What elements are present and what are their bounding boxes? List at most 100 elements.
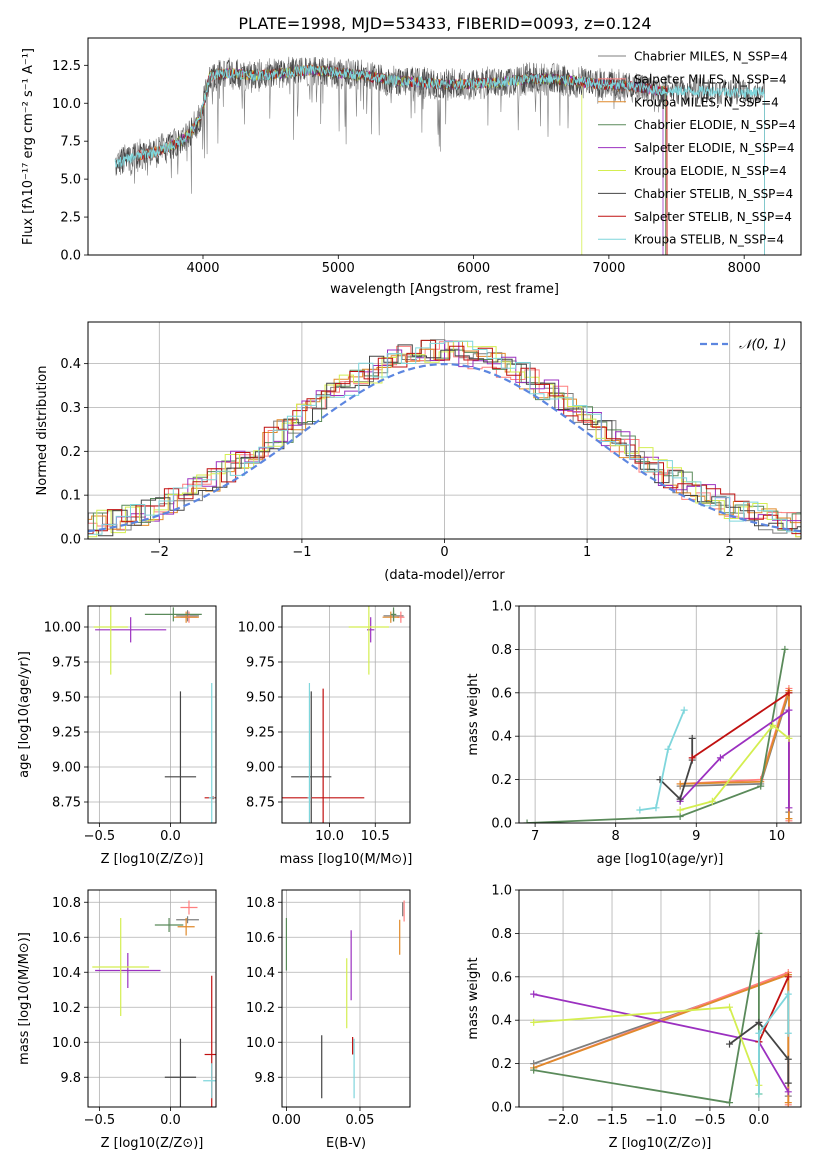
spectrum-ytick-label: 0.0: [60, 249, 81, 264]
x-axis-label: Z [log10(Z/Z⊙)]: [101, 1136, 204, 1151]
weight-series-line: [679, 708, 790, 808]
z_vs_age-ytick-label: 9.75: [52, 656, 81, 671]
residuals-plot: −2 −1 0 1 2 0.0 0.1 0.2 0.3 0.4 (data-model)/error…: [35, 321, 802, 583]
z_vs_mass-grid: [88, 890, 216, 1107]
x-axis-label: age [log10(age/yr)]: [597, 852, 724, 867]
weight-series-point: [676, 806, 684, 814]
spectrum-xtick-label: 8000: [728, 261, 761, 276]
mass_vs_age-frame: [281, 605, 411, 824]
weight-series-line: [533, 933, 760, 1104]
legend-entry: 𝒩(0, 1): [739, 338, 786, 353]
residuals-frame: [87, 321, 802, 540]
z_vs_age-ytick-label: 10.00: [44, 621, 81, 636]
mass_vs_age-ytick-label: 9.25: [246, 726, 275, 741]
figure-title: PLATE=1998, MJD=53433, FIBERID=0093, z=0…: [238, 14, 651, 33]
legend-entry: Kroupa MILES, N_SSP=4: [634, 95, 779, 109]
mass_vs_age-plot: 10.0 10.5 8.75 9.00 9.25 9.50 9.75 10.00 mass [l…: [238, 605, 412, 867]
legend-entry: Salpeter MILES, N_SSP=4: [634, 72, 787, 86]
plots-layer: 4000 5000 6000 7000 80000.02.55.07.510.012.5…: [17, 37, 802, 1151]
y-axis-label: mass weight: [466, 957, 481, 1039]
z_vs_age-ytick-label: 8.75: [52, 796, 81, 811]
legend-entry: Salpeter STELIB, N_SSP=4: [634, 210, 792, 224]
weight-series-point: [784, 990, 792, 998]
weight-series-point: [726, 1040, 734, 1048]
residuals-ytick-label: 0.0: [60, 533, 81, 548]
histogram-series: [88, 340, 801, 535]
y-axis-label: mass [log10(M/M⊙)]: [17, 932, 32, 1065]
spectrum-ytick-label: 2.5: [60, 211, 81, 226]
mass_vs_age-marks: [282, 606, 405, 823]
z_vs_age-plot: −0.5 0.0 8.75 9.00 9.25 9.50 9.75 10.00 Z [log10…: [17, 605, 217, 867]
age_vs_weight-ytick-label: 0.2: [491, 773, 512, 788]
weight-series-point: [784, 1099, 792, 1107]
ebv_vs_mass-ytick-label: 10.0: [246, 1036, 275, 1051]
weight-series-point: [530, 990, 538, 998]
y-axis-label: Normed distribution: [35, 366, 50, 496]
weight-series-point: [755, 1018, 763, 1026]
spectrum-ytick-label: 10.0: [52, 97, 81, 112]
ebv_vs_mass-grid: [282, 890, 410, 1107]
z_vs_age-ytick-label: 9.00: [52, 761, 81, 776]
histogram-series: [88, 344, 801, 537]
x-axis-label: Z [log10(Z/Z⊙)]: [609, 1136, 712, 1151]
weight-series-point: [636, 806, 644, 814]
legend-entry: Kroupa STELIB, N_SSP=4: [634, 233, 784, 247]
legend-entry: Salpeter ELODIE, N_SSP=4: [634, 141, 795, 155]
weight-series-point: [785, 804, 793, 812]
mass_vs_age-ytick-label: 9.50: [246, 691, 275, 706]
residuals-marks: [88, 339, 801, 538]
z_vs_weight-xtick-label: −1.5: [596, 1113, 628, 1128]
z_vs_mass-xtick-label: −0.5: [84, 1113, 116, 1128]
weight-series-point: [716, 754, 724, 762]
z_vs_mass-ytick-label: 10.6: [52, 931, 81, 946]
histogram-series: [88, 341, 801, 538]
z_vs_age-marks: [93, 606, 216, 823]
age_vs_weight-ytick-label: 0.6: [491, 686, 512, 701]
spectrum-series-line: [162, 64, 664, 255]
z_vs_weight-xtick-label: −1.0: [645, 1113, 677, 1128]
ebv_vs_mass-frame: [281, 889, 411, 1108]
mass_vs_age-grid: [282, 606, 410, 823]
histogram-series: [88, 340, 801, 538]
normal-reference-curve: [88, 362, 801, 533]
weight-series-point: [784, 1079, 792, 1087]
x-axis-label: wavelength [Angstrom, rest frame]: [330, 282, 559, 297]
weight-series-point: [757, 782, 765, 790]
spectrum-xtick-label: 4000: [186, 261, 219, 276]
ebv_vs_mass-ytick-label: 10.8: [246, 896, 275, 911]
z_vs_mass-ytick-label: 10.8: [52, 896, 81, 911]
spectrum-frame: [87, 37, 802, 256]
z_vs_mass-plot: −0.5 0.0 9.8 10.0 10.2 10.4 10.6 10.8 Z [log10(Z…: [17, 889, 217, 1151]
weight-series-point: [676, 780, 684, 788]
x-axis-label: Z [log10(Z/Z⊙)]: [101, 852, 204, 867]
z_vs_mass-ytick-label: 10.2: [52, 1001, 81, 1016]
age_vs_weight-xtick-label: 10: [769, 829, 786, 844]
z_vs_age-xtick-label: 0.0: [160, 829, 181, 844]
age_vs_weight-frame: [518, 605, 802, 824]
spectrum-plot: 4000 5000 6000 7000 8000 0.0 2.5 5.0 7.5 10.0 12.5…: [21, 37, 802, 297]
spectrum-xtick-label: 7000: [592, 261, 625, 276]
z_vs_weight-ytick-label: 0.2: [491, 1057, 512, 1072]
z_vs_age-ytick-label: 9.25: [52, 726, 81, 741]
weight-series-point: [652, 804, 660, 812]
age_vs_weight-plot: 7 8 9 10 0.0 0.2 0.4 0.6 0.8 1.0 age [log10(age/yr…: [466, 600, 802, 867]
residuals-ytick-label: 0.4: [60, 357, 81, 372]
spectrum-xtick-label: 5000: [322, 261, 355, 276]
weight-series-point: [784, 1029, 792, 1037]
residuals-legend: 𝒩(0, 1): [700, 338, 786, 353]
weight-series-point: [530, 1018, 538, 1026]
weight-series-point: [769, 721, 777, 729]
spectrum-xtick-label: 6000: [457, 261, 490, 276]
weight-series-point: [781, 645, 789, 653]
z_vs_age-xtick-label: −0.5: [84, 829, 116, 844]
y-axis-label: age [log10(age/yr)]: [17, 651, 32, 778]
ebv_vs_mass-xtick-label: 0.05: [346, 1113, 375, 1128]
mass_vs_age-xtick-label: 10.5: [361, 829, 390, 844]
residuals-xtick-label: 2: [726, 545, 734, 560]
weight-series-point: [755, 1090, 763, 1098]
weight-series-point: [676, 795, 684, 803]
residuals-xtick-label: 1: [583, 545, 591, 560]
weight-series-point: [530, 1066, 538, 1074]
x-axis-label: (data-model)/error: [384, 568, 505, 583]
z_vs_weight-ytick-label: 0.0: [491, 1101, 512, 1116]
